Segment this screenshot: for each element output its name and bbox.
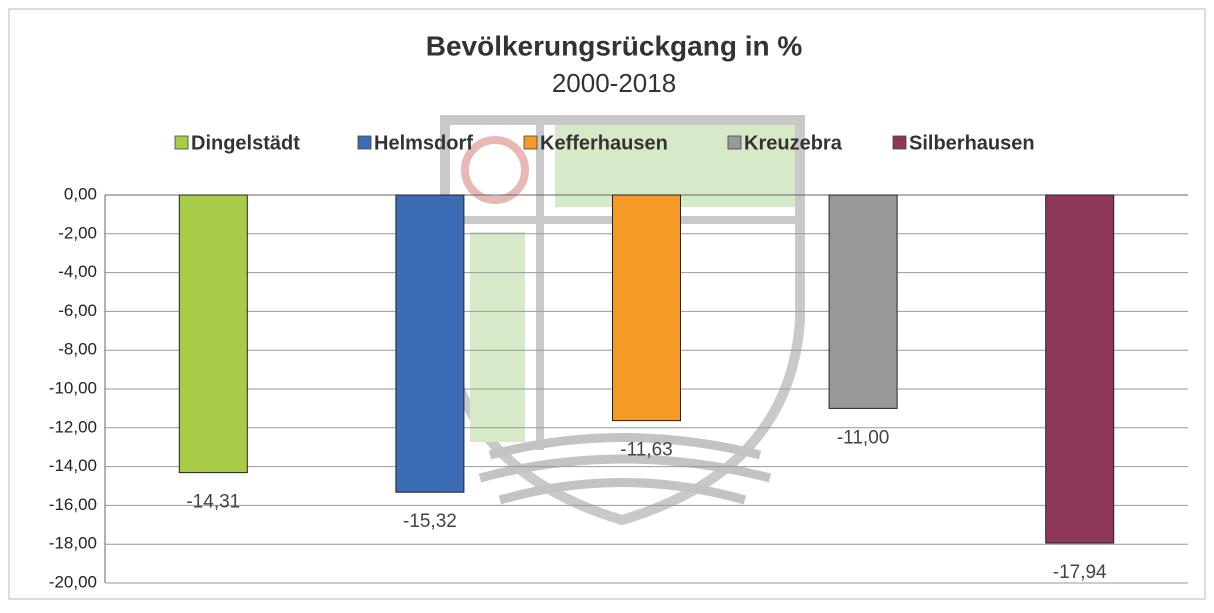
y-tick-label: 0,00: [64, 184, 97, 203]
y-tick-label: -14,00: [49, 456, 97, 475]
value-label: -11,00: [837, 427, 889, 448]
legend-swatch: [524, 136, 537, 149]
bar: [1046, 195, 1114, 543]
legend-label: Silberhausen: [909, 132, 1035, 154]
bar: [613, 195, 681, 421]
y-tick-label: -10,00: [49, 378, 97, 397]
bar: [179, 195, 247, 473]
legend-label: Kreuzebra: [744, 132, 843, 154]
legend-swatch: [728, 136, 741, 149]
y-tick-label: -20,00: [49, 572, 97, 591]
y-tick-label: -6,00: [58, 301, 97, 320]
y-tick-label: -4,00: [58, 262, 97, 281]
legend-swatch: [893, 136, 906, 149]
legend-swatch: [175, 136, 188, 149]
y-tick-label: -8,00: [58, 340, 97, 359]
value-label: -17,94: [1053, 562, 1107, 583]
value-label: -11,63: [620, 440, 672, 461]
chart-subtitle: 2000-2018: [552, 68, 676, 98]
legend-label: Kefferhausen: [540, 132, 668, 154]
y-tick-label: -16,00: [49, 495, 97, 514]
chart: Bevölkerungsrückgang in % 2000-2018 0,00…: [0, 0, 1214, 608]
y-tick-label: -12,00: [49, 417, 97, 436]
chart-title: Bevölkerungsrückgang in %: [426, 30, 803, 61]
y-tick-label: -2,00: [58, 223, 97, 242]
value-label: -15,32: [403, 511, 457, 532]
value-label: -14,31: [186, 492, 240, 513]
bar: [829, 195, 897, 408]
legend-label: Helmsdorf: [374, 132, 473, 154]
bar: [396, 195, 464, 492]
y-tick-label: -18,00: [49, 534, 97, 553]
legend-label: Dingelstädt: [191, 132, 300, 154]
legend-swatch: [358, 136, 371, 149]
